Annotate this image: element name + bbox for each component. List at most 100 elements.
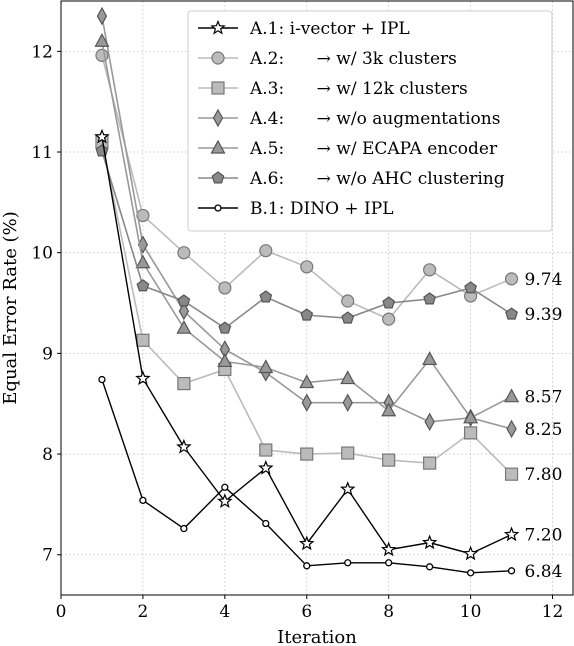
data-point — [303, 562, 311, 570]
data-point — [381, 402, 397, 417]
legend-marker — [212, 108, 224, 128]
data-point — [382, 296, 396, 309]
legend-marker — [210, 139, 226, 154]
data-point — [176, 438, 192, 454]
legend-label: B.1: DINO + IPL — [250, 199, 394, 219]
x-tick-label: 10 — [460, 602, 482, 622]
data-point — [344, 559, 352, 567]
x-tick-label: 0 — [56, 602, 67, 622]
legend-label: A.1: i-vector + IPL — [249, 19, 410, 39]
legend-marker — [211, 171, 225, 184]
data-point — [177, 246, 191, 260]
legend-label: A.5: → w/ ECAPA encoder — [249, 139, 498, 159]
series-3 — [95, 135, 519, 481]
data-point — [94, 128, 110, 144]
data-point — [342, 393, 353, 412]
data-point — [136, 333, 150, 347]
data-point — [135, 370, 151, 386]
data-point — [423, 263, 437, 277]
legend-marker — [210, 19, 226, 35]
data-point — [259, 443, 273, 457]
data-point — [385, 559, 393, 567]
series-6 — [95, 144, 518, 334]
y-tick-label: 9 — [42, 344, 53, 364]
data-point — [504, 272, 519, 286]
legend-entry: A.4: → w/o augmentations — [198, 108, 500, 129]
data-point — [466, 569, 475, 577]
data-point — [503, 526, 520, 542]
data-point — [463, 409, 479, 424]
data-point — [300, 260, 314, 274]
end-value-label: 7.20 — [525, 526, 563, 546]
data-point — [341, 294, 355, 308]
data-point — [139, 496, 147, 505]
legend-box — [187, 10, 553, 232]
series-1 — [94, 128, 520, 561]
data-point — [98, 375, 106, 384]
legend-marker — [211, 51, 225, 65]
data-point — [464, 426, 478, 440]
data-point — [505, 307, 518, 320]
end-value-label: 9.74 — [525, 270, 563, 290]
x-axis-label: Iteration — [277, 627, 357, 646]
legend-entry: A.1: i-vector + IPL — [198, 19, 410, 39]
data-point — [300, 308, 314, 321]
legend-entry: B.1: DINO + IPL — [198, 199, 394, 219]
data-point — [176, 319, 192, 334]
data-point — [425, 563, 434, 571]
data-point — [218, 321, 232, 334]
data-point — [95, 48, 109, 62]
data-point — [259, 290, 273, 303]
data-point — [382, 453, 396, 467]
data-point — [422, 351, 438, 366]
data-point — [341, 446, 355, 460]
legend-label: A.6: → w/o AHC clustering — [249, 169, 505, 189]
data-point — [299, 374, 315, 389]
x-tick-label: 2 — [138, 602, 149, 622]
y-axis-label: Equal Error Rate (%) — [0, 211, 21, 404]
data-point — [341, 311, 355, 324]
data-point — [507, 567, 516, 575]
axis-ticks: 0 2 4 6 8 10 12 7 8 9 10 11 12 — [31, 42, 563, 622]
data-point — [301, 393, 312, 412]
data-point — [504, 388, 520, 403]
data-point — [259, 244, 273, 258]
end-value-label: 8.25 — [525, 420, 563, 440]
data-point — [218, 281, 232, 295]
series-4 — [96, 6, 517, 439]
data-point — [423, 456, 437, 470]
data-point — [96, 6, 108, 26]
data-point — [506, 419, 517, 439]
series-2 — [95, 48, 519, 326]
legend-label: A.4: → w/o augmentations — [249, 109, 500, 129]
series-5 — [94, 33, 520, 424]
data-point — [339, 481, 356, 496]
series-7 — [98, 375, 516, 577]
legend-entry: A.6: → w/o AHC clustering — [198, 169, 505, 189]
end-labels: 7.20 9.74 7.80 8.25 8.57 9.39 6.84 — [525, 270, 563, 582]
data-point — [340, 370, 356, 385]
data-point — [424, 412, 435, 432]
y-tick-label: 10 — [31, 244, 53, 264]
data-point — [136, 279, 150, 292]
series-layer — [94, 6, 520, 577]
data-point — [177, 294, 191, 307]
data-point — [258, 459, 274, 475]
y-tick-label: 12 — [31, 42, 53, 62]
x-tick-label: 4 — [219, 602, 230, 622]
x-tick-label: 12 — [542, 602, 564, 622]
legend-entry: A.2: → w/ 3k clusters — [198, 49, 457, 69]
data-point — [464, 281, 478, 294]
data-point — [462, 545, 479, 561]
data-point — [221, 483, 229, 491]
data-point — [262, 519, 270, 528]
y-tick-label: 11 — [31, 143, 53, 163]
x-tick-label: 6 — [301, 602, 312, 622]
data-point — [421, 534, 438, 550]
y-tick-label: 7 — [42, 546, 53, 566]
data-point — [217, 493, 233, 508]
end-value-label: 7.80 — [525, 465, 563, 485]
legend-label: A.3: → w/ 12k clusters — [249, 79, 468, 99]
data-point — [177, 376, 191, 391]
